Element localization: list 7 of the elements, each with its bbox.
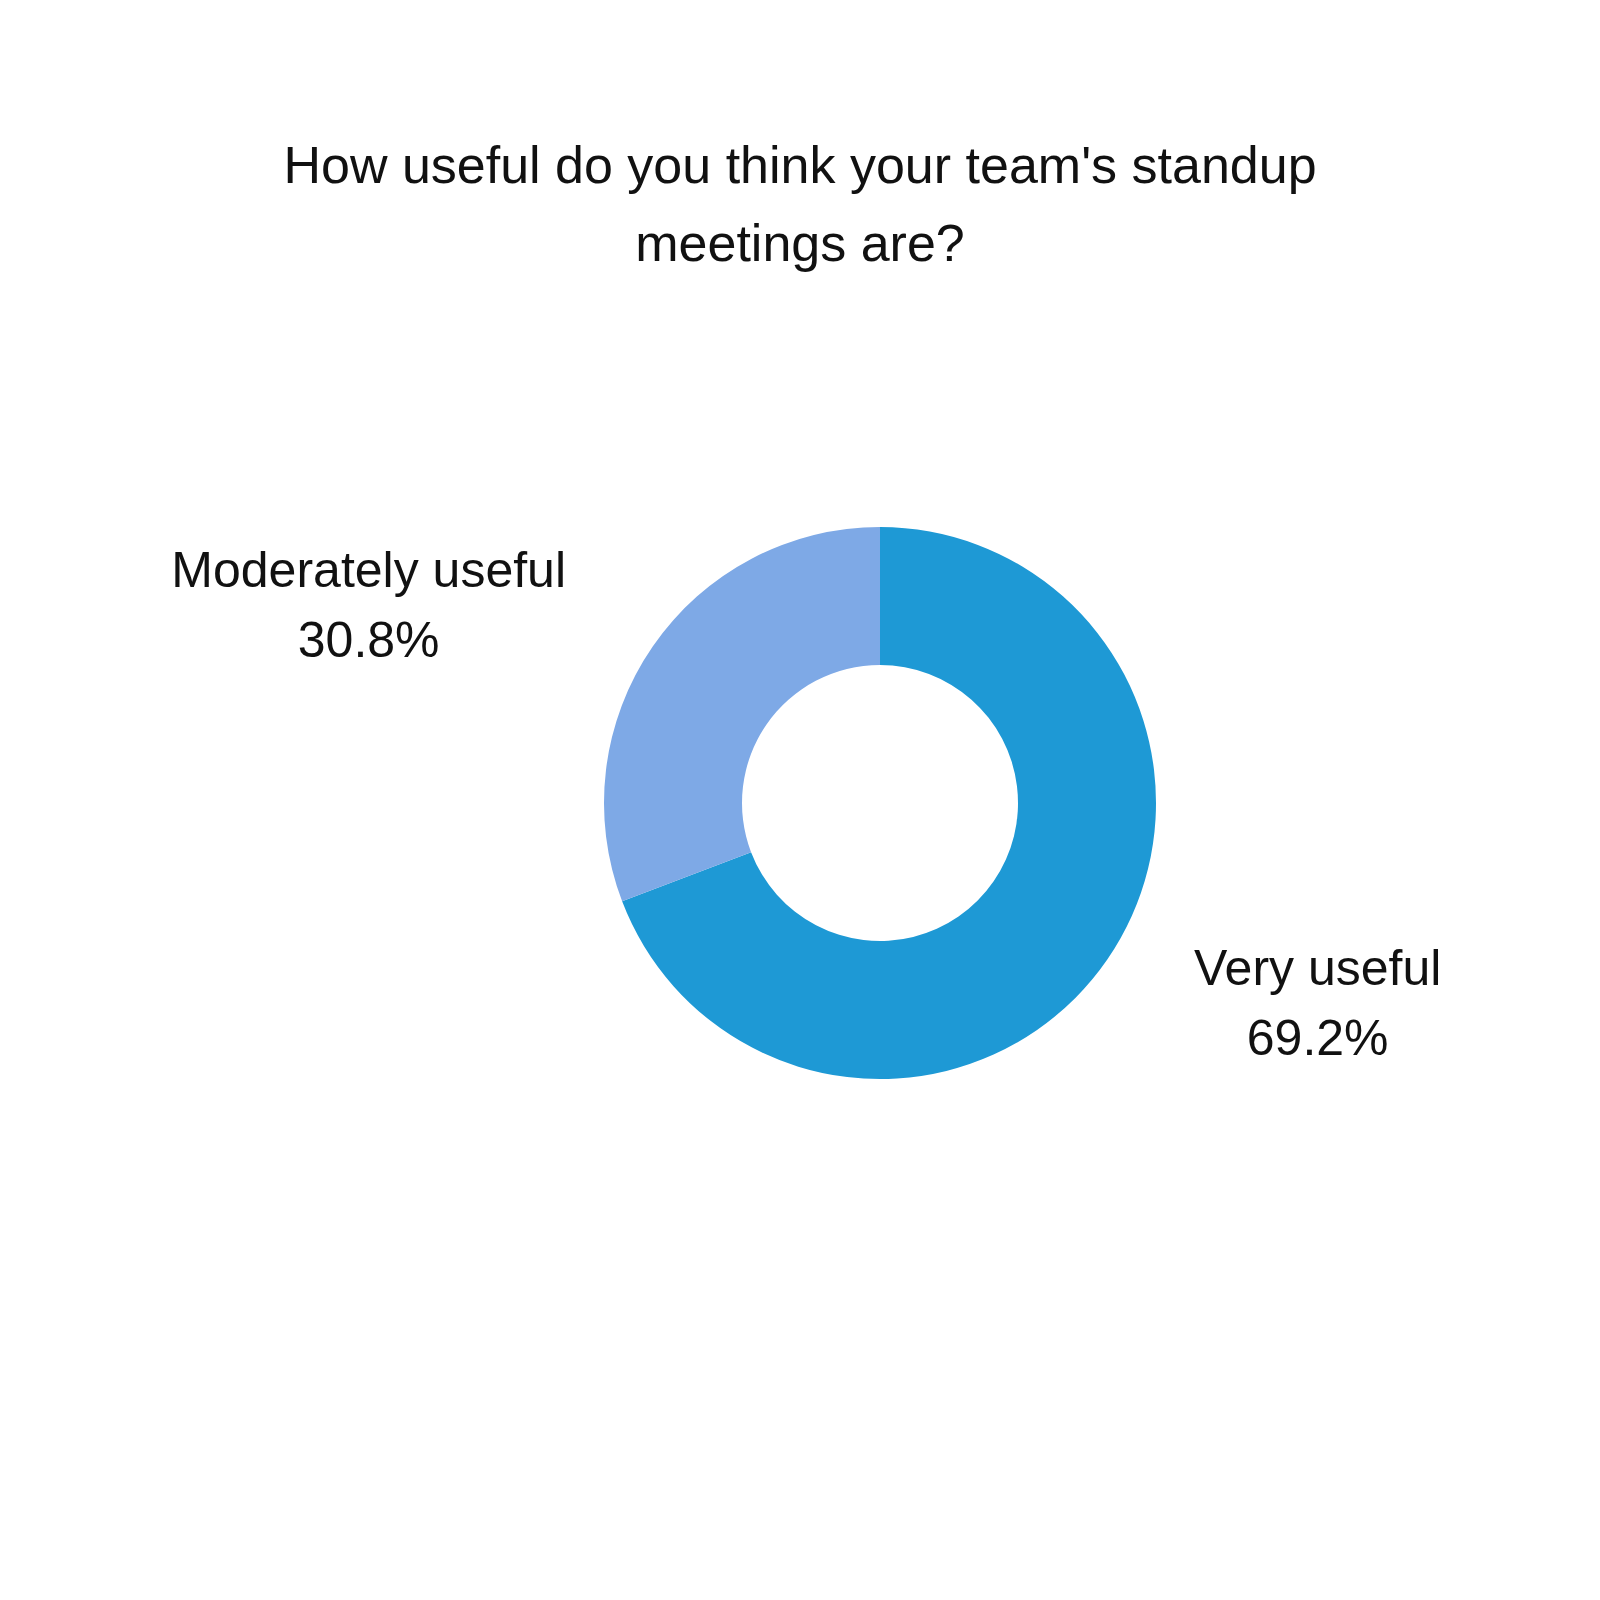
donut-slice xyxy=(604,527,880,902)
slice-label: Very useful xyxy=(1193,939,1442,996)
data-label: 30.8% xyxy=(297,612,440,669)
donut-slice xyxy=(622,527,1156,1079)
data-label: 69.2% xyxy=(1246,1009,1389,1066)
chart-title: How useful do you think your team's standup meetings are? xyxy=(283,136,1317,272)
slice-label: Moderately useful xyxy=(171,542,566,599)
